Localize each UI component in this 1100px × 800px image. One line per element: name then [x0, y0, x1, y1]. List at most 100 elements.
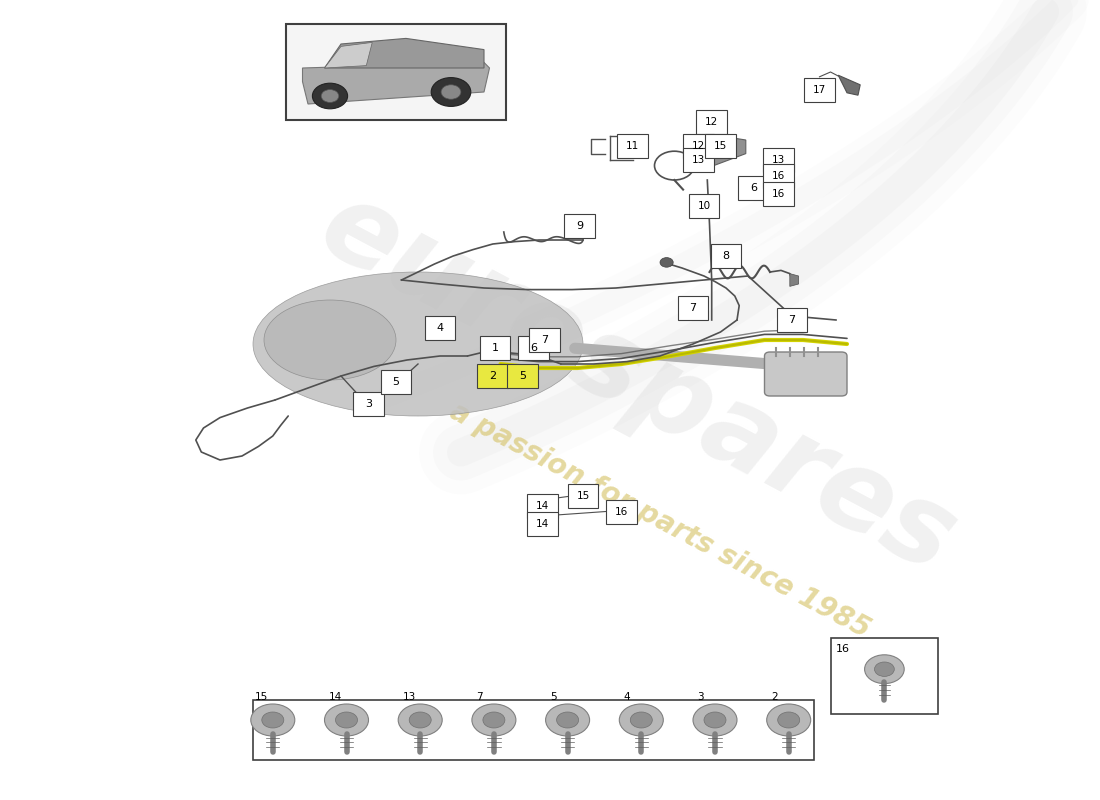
Text: 16: 16 — [772, 171, 785, 181]
Circle shape — [251, 704, 295, 736]
FancyArrowPatch shape — [575, 348, 767, 364]
Text: 5: 5 — [519, 371, 526, 381]
Text: 3: 3 — [697, 691, 704, 702]
FancyBboxPatch shape — [568, 484, 598, 508]
Circle shape — [865, 654, 904, 683]
FancyBboxPatch shape — [527, 512, 558, 536]
FancyBboxPatch shape — [763, 148, 794, 172]
FancyBboxPatch shape — [696, 110, 727, 134]
Text: 6: 6 — [530, 343, 537, 353]
FancyBboxPatch shape — [764, 352, 847, 396]
FancyBboxPatch shape — [678, 296, 708, 320]
Bar — [286, 24, 506, 120]
Text: 8: 8 — [723, 251, 729, 261]
Circle shape — [262, 712, 284, 728]
Text: 15: 15 — [255, 691, 268, 702]
Circle shape — [557, 712, 579, 728]
Text: 11: 11 — [626, 141, 639, 150]
FancyBboxPatch shape — [705, 134, 736, 158]
FancyBboxPatch shape — [353, 392, 384, 416]
Circle shape — [398, 704, 442, 736]
Circle shape — [336, 712, 358, 728]
Circle shape — [409, 712, 431, 728]
Polygon shape — [324, 38, 484, 68]
Polygon shape — [324, 42, 372, 68]
FancyBboxPatch shape — [804, 78, 835, 102]
Text: 5: 5 — [393, 377, 399, 386]
Polygon shape — [838, 75, 860, 95]
Text: 15: 15 — [576, 491, 590, 501]
FancyBboxPatch shape — [518, 336, 549, 360]
Circle shape — [630, 712, 652, 728]
Circle shape — [874, 662, 894, 676]
FancyBboxPatch shape — [606, 500, 637, 524]
Text: 16: 16 — [615, 507, 628, 517]
Ellipse shape — [253, 272, 583, 416]
Text: 12: 12 — [705, 117, 718, 126]
Text: 13: 13 — [403, 691, 416, 702]
Text: a passion for parts since 1985: a passion for parts since 1985 — [446, 397, 874, 643]
FancyBboxPatch shape — [738, 176, 769, 200]
FancyBboxPatch shape — [425, 316, 455, 340]
FancyBboxPatch shape — [477, 364, 508, 388]
Circle shape — [472, 704, 516, 736]
FancyBboxPatch shape — [683, 134, 714, 158]
FancyBboxPatch shape — [617, 134, 648, 158]
FancyBboxPatch shape — [683, 148, 714, 172]
Text: 16: 16 — [772, 189, 785, 198]
Text: 10: 10 — [697, 202, 711, 211]
Circle shape — [321, 90, 339, 102]
FancyBboxPatch shape — [763, 182, 794, 206]
Circle shape — [704, 712, 726, 728]
Polygon shape — [790, 274, 799, 286]
Text: 14: 14 — [536, 519, 549, 529]
Text: 7: 7 — [789, 315, 795, 325]
Circle shape — [483, 712, 505, 728]
Text: 1: 1 — [492, 343, 498, 353]
Circle shape — [767, 704, 811, 736]
Text: 17: 17 — [813, 85, 826, 94]
Circle shape — [778, 712, 800, 728]
Text: 13: 13 — [772, 155, 785, 165]
FancyBboxPatch shape — [777, 308, 807, 332]
Text: 7: 7 — [541, 335, 548, 345]
Text: 4: 4 — [624, 691, 630, 702]
Bar — [253, 700, 814, 760]
Text: 9: 9 — [576, 221, 583, 230]
Text: eurospares: eurospares — [302, 172, 974, 596]
Circle shape — [441, 85, 461, 99]
FancyBboxPatch shape — [763, 164, 794, 188]
FancyBboxPatch shape — [529, 328, 560, 352]
Text: 2: 2 — [490, 371, 496, 381]
Text: 13: 13 — [692, 155, 705, 165]
Text: 14: 14 — [329, 691, 342, 702]
Text: 12: 12 — [692, 141, 705, 150]
Circle shape — [431, 78, 471, 106]
Polygon shape — [698, 136, 746, 168]
FancyBboxPatch shape — [507, 364, 538, 388]
Text: 2: 2 — [771, 691, 778, 702]
FancyBboxPatch shape — [381, 370, 411, 394]
Circle shape — [619, 704, 663, 736]
FancyBboxPatch shape — [564, 214, 595, 238]
Circle shape — [660, 258, 673, 267]
Text: 15: 15 — [714, 141, 727, 150]
Text: 14: 14 — [536, 501, 549, 510]
FancyBboxPatch shape — [480, 336, 510, 360]
Text: 7: 7 — [476, 691, 483, 702]
Text: 4: 4 — [437, 323, 443, 333]
Circle shape — [312, 83, 348, 109]
Bar — [830, 638, 938, 714]
Text: 16: 16 — [836, 644, 850, 654]
Text: 3: 3 — [365, 399, 372, 409]
Circle shape — [324, 704, 369, 736]
Circle shape — [546, 704, 590, 736]
Text: 7: 7 — [690, 303, 696, 313]
FancyBboxPatch shape — [711, 244, 741, 268]
Ellipse shape — [264, 300, 396, 380]
FancyBboxPatch shape — [527, 494, 558, 518]
Text: 6: 6 — [750, 183, 757, 193]
FancyBboxPatch shape — [689, 194, 719, 218]
Text: 5: 5 — [550, 691, 557, 702]
Circle shape — [693, 704, 737, 736]
